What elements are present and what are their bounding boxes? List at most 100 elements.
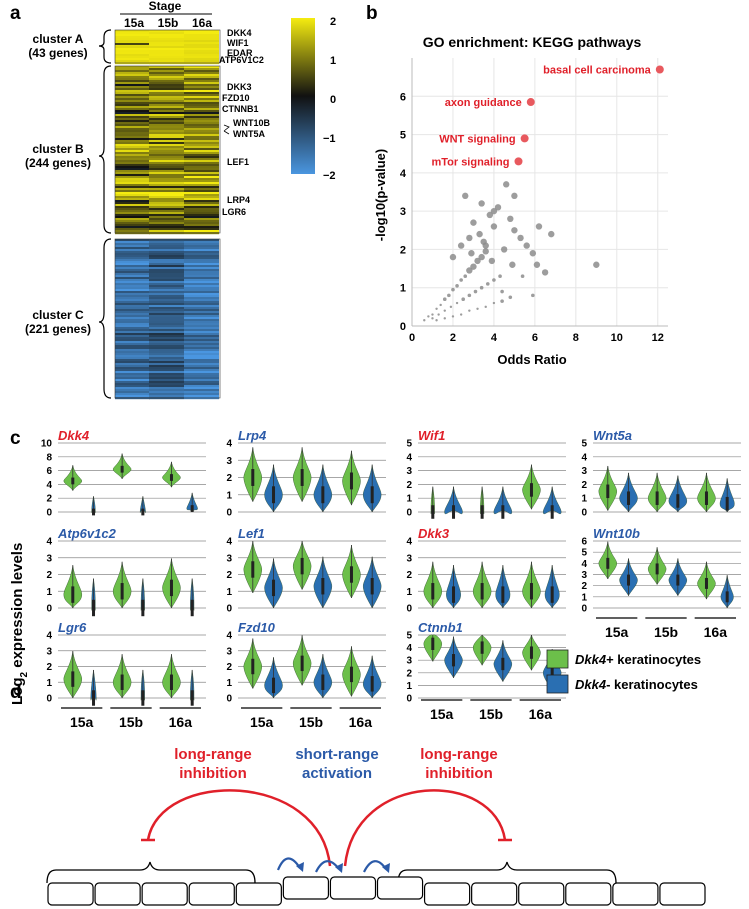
heatmap-cell	[115, 156, 150, 159]
cluster-b-count: (244 genes)	[25, 156, 91, 170]
heatmap-cell	[149, 112, 184, 115]
heatmap-cell	[115, 249, 150, 252]
violin-plus-box	[349, 566, 353, 583]
heatmap-cell	[115, 251, 150, 254]
heatmap-cell	[149, 347, 184, 350]
violin-minus-box	[272, 677, 276, 694]
violin-tick-label: 4	[46, 631, 52, 642]
heatmap-cell	[184, 178, 219, 181]
heatmap-cell	[149, 52, 184, 55]
violin-panel-lgr6: Lgr6 0 1 2 3 4	[46, 620, 206, 706]
heatmap-cell	[184, 126, 219, 129]
heatmap-cell	[184, 56, 219, 59]
heatmap-cell	[149, 122, 184, 125]
cluster-a-name: cluster A	[33, 32, 84, 46]
heatmap-cell	[149, 46, 184, 49]
heatmap-cell	[184, 279, 219, 282]
heatmap-cell	[115, 311, 150, 314]
heatmap-cell	[115, 174, 150, 177]
gene-label-connector	[223, 124, 230, 135]
violin-minus-box	[725, 591, 729, 603]
heatmap-cell	[149, 319, 184, 322]
heatmap-cell	[184, 200, 219, 203]
heatmap-cell	[149, 249, 184, 252]
cell	[141, 882, 188, 906]
heatmap-cell	[184, 273, 219, 276]
violin-tick-label: 2	[406, 480, 412, 491]
heatmap-cell	[115, 116, 150, 119]
heatmap-cell	[184, 140, 219, 143]
violin-minus-box	[452, 505, 456, 519]
heatmap-cell	[184, 345, 219, 348]
gene-label-dkk3: DKK3	[227, 82, 252, 92]
heatmap-cell	[149, 251, 184, 254]
heatmap-cell	[115, 355, 150, 358]
heatmap-cell	[149, 377, 184, 380]
gene-title: Atp6v1c2	[57, 526, 117, 541]
highlight-point	[514, 157, 523, 166]
heatmap-cell	[184, 249, 219, 252]
heatmap-cell	[184, 313, 219, 316]
violin-minus-box	[141, 508, 145, 516]
heatmap-cell	[115, 395, 150, 398]
heatmap-cell	[184, 347, 219, 350]
heatmap-cell	[149, 38, 184, 41]
gene-label-wnt5a: WNT5A	[233, 129, 265, 139]
violin-tick-label: 3	[226, 456, 232, 467]
cluster-a-count: (43 genes)	[28, 46, 87, 60]
heatmap-cell	[149, 86, 184, 89]
heatmap-cell	[184, 54, 219, 57]
heatmap-cell	[149, 184, 184, 187]
gene-title: Ctnnb1	[418, 620, 463, 635]
heatmap-cell	[184, 216, 219, 219]
heatmap-cell	[149, 110, 184, 113]
heatmap-cell	[184, 152, 219, 155]
highlight-point	[526, 98, 535, 107]
y-tick-label: 6	[400, 91, 406, 103]
heatmap-cell	[184, 287, 219, 290]
heatmap-cell	[149, 130, 184, 133]
heatmap-cell	[149, 102, 184, 105]
heatmap-cell	[184, 267, 219, 270]
violin-tick-label: 1	[46, 678, 52, 689]
heatmap-cell	[149, 204, 184, 207]
heatmap-cell	[184, 186, 219, 189]
heatmap-cell	[184, 389, 219, 392]
violin-plus-box	[349, 472, 353, 490]
heatmap-cell	[115, 176, 150, 179]
heatmap-cell	[149, 108, 184, 111]
heatmap-cell	[115, 291, 150, 294]
heatmap-cell	[115, 96, 150, 99]
violin-tick-label: 3	[46, 646, 52, 657]
heatmap-cell	[149, 269, 184, 272]
violin-tick-label: 4	[46, 480, 52, 491]
heatmap-cell	[115, 128, 150, 131]
heatmap-cell	[149, 387, 184, 390]
heatmap-cell	[149, 367, 184, 370]
heatmap-cell	[149, 120, 184, 123]
heatmap-cell	[115, 166, 150, 169]
heatmap-cell	[115, 192, 150, 195]
heatmap-cell	[115, 204, 150, 207]
heatmap-cell	[115, 154, 150, 157]
highlight-label: basal cell carcinoma	[543, 64, 651, 76]
heatmap-cell	[115, 253, 150, 256]
colorbar-tick-2: 2	[330, 16, 336, 28]
heatmap-cell	[115, 164, 150, 167]
legend-swatch-minus	[546, 674, 569, 694]
violin-tick-label: 6	[46, 466, 52, 477]
heatmap-cell	[184, 222, 219, 225]
heatmap-cell	[115, 273, 150, 276]
heatmap-cell	[149, 182, 184, 185]
heatmap-cell	[184, 180, 219, 183]
violin-minus-box	[452, 586, 456, 603]
heatmap-cell	[115, 46, 150, 49]
heatmap-cell	[184, 40, 219, 43]
scatter-point	[484, 305, 487, 309]
heatmap-cell	[149, 154, 184, 157]
violin-tick-label: 2	[46, 494, 52, 505]
heatmap-cell	[184, 317, 219, 320]
heatmap-cell	[149, 32, 184, 35]
violin-minus-box	[550, 586, 554, 603]
violin-tick-label: 2	[46, 570, 52, 581]
